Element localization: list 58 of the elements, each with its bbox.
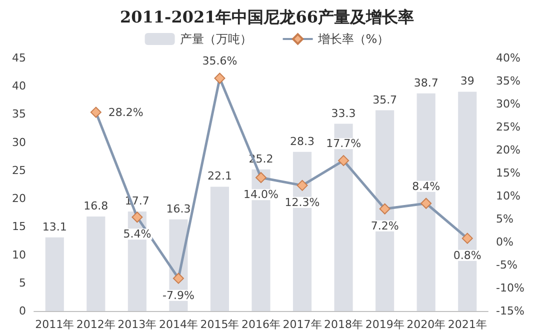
y2-tick-label: 10% [496,190,520,202]
y2-tick-label: -15% [496,304,524,318]
x-tick-label: 2017年 [282,318,322,331]
x-tick-label: 2019年 [365,318,404,331]
x-tick-label: 2012年 [76,318,116,331]
data-label: 8.4% [412,180,440,193]
y-tick-label: 35 [12,108,26,121]
data-label: 16.3 [166,202,191,216]
y2-tick-label: 15% [496,166,520,180]
data-label: -7.9% [162,288,194,302]
y-tick-label: 0 [19,304,26,318]
data-label: 12.3% [284,196,320,209]
x-tick-label: 2016年 [242,318,280,331]
data-label: 17.7% [326,137,362,150]
data-label: 39 [460,74,474,88]
data-label: 14.0% [244,188,278,202]
y2-tick-label: 40% [496,52,520,64]
data-label: 28.2% [108,106,144,119]
data-label: 16.8 [84,200,108,213]
y2-tick-label: -10% [496,282,524,294]
y-tick-label: 10 [12,248,26,262]
y2-tick-label: 0% [496,236,514,248]
data-label: 35.6% [202,54,238,68]
bar [45,237,64,311]
y2-tick-label: 35% [496,74,520,88]
data-label: 22.1 [207,170,232,183]
y-tick-label: 20 [12,192,26,206]
legend-label: 产量（万吨） [180,32,252,46]
y-tick-label: 45 [12,52,26,64]
data-label: 35.7 [372,93,398,106]
y2-tick-label: 20% [496,144,520,156]
x-tick-label: 2011年 [35,318,74,331]
bar [210,186,230,311]
y2-tick-label: 30% [496,98,520,110]
y-tick-label: 5 [19,276,26,290]
data-label: 13.1 [42,220,67,234]
data-label: 7.2% [370,219,399,232]
data-label: 38.7 [414,76,438,90]
x-tick-label: 2015年 [200,318,240,331]
y-tick-label: 25 [12,164,26,177]
bar [86,216,106,311]
data-label: 0.8% [453,248,482,262]
x-tick-label: 2021年 [448,318,487,331]
y2-tick-label: -5% [496,258,518,272]
data-label: 28.3 [290,134,315,148]
y2-tick-label: 25% [496,120,520,134]
data-label: 5.4% [123,228,152,241]
x-tick-label: 2013年 [118,318,157,331]
y2-tick-label: 5% [496,212,514,226]
y-tick-label: 40 [12,80,26,93]
x-tick-label: 2018年 [324,318,364,331]
y-tick-label: 15 [12,220,26,234]
x-tick-label: 2020年 [406,318,446,331]
x-tick-label: 2014年 [158,318,198,331]
chart-title: 2011-2021年中国尼龙66产量及增长率 [120,8,414,26]
y-tick-label: 30 [12,136,26,149]
data-label: 33.3 [331,106,356,120]
legend-label: 增长率（%） [316,32,390,46]
